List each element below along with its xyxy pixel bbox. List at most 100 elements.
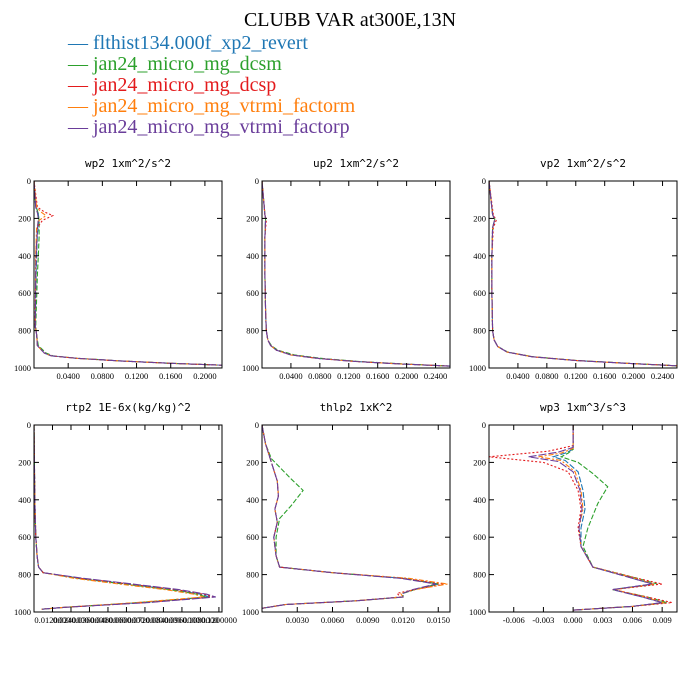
series-line-1 [34,181,222,366]
panel-4: rtp2 1E-6x(kg/kg)^2 0 200 400 600 800 10000.01… [14,401,237,625]
panel-title: up2 1xm^2/s^2 [313,157,399,170]
series-line-4 [489,181,677,367]
y-tick-label: 1000 [242,363,259,373]
legend-dash: — [67,95,93,117]
x-tick-label: 0.0090 [356,615,379,625]
y-tick-label: 800 [18,326,31,336]
series-line-1 [34,425,210,610]
y-tick-label: 600 [18,532,31,542]
series-line-5 [489,181,677,367]
y-tick-label: 1000 [14,607,31,617]
y-tick-label: 600 [473,532,486,542]
series-line-1 [262,181,450,367]
legend-dash: — [67,116,93,138]
y-tick-label: 200 [473,457,486,467]
y-tick-label: 1000 [469,363,486,373]
y-tick-label: 200 [18,213,31,223]
x-tick-label: 0.006 [623,615,642,625]
series-line-4 [34,181,222,366]
y-tick-label: 0 [255,420,259,430]
y-tick-label: 1000 [469,607,486,617]
panel-title: wp3 1xm^3/s^3 [540,401,626,414]
legend-entry-0: — flthist134.000f_xp2_revert [67,32,308,54]
x-tick-label: 0.0240000 [53,615,89,625]
legend-item: — jan24_micro_mg_vtrmi_factorm [67,95,356,117]
y-tick-label: 400 [18,495,31,505]
x-tick-label: 0.1200 [564,371,587,381]
series-line-3 [34,181,222,366]
legend: — flthist134.000f_xp2_revert — jan24_mic… [67,32,356,138]
series-line-5 [262,181,450,367]
panel-1: wp2 1xm^2/s^2 0 200 400 600 800 1000 0.0400 0.08… [14,157,223,381]
x-tick-label: 0.2000 [395,371,418,381]
legend-label: jan24_micro_mg_vtrmi_factorm [92,95,356,117]
series-line-2 [489,181,677,367]
plot-frame [33,424,223,613]
plot-frame [261,180,451,369]
x-tick-label: 0.2000 [193,371,216,381]
y-tick-label: 600 [246,532,259,542]
series-line-4 [262,181,450,367]
y-tick-label: 800 [473,326,486,336]
x-tick-label: 0.0030 [286,615,309,625]
y-tick-label: 0 [482,420,486,430]
x-tick-label: 0.0800 [535,371,558,381]
plot-frame [488,424,678,613]
legend-dash: — [67,32,93,54]
y-tick-label: 200 [246,457,259,467]
y-tick-label: 800 [18,570,31,580]
x-tick-label: 0.2400 [424,371,447,381]
legend-item: — jan24_micro_mg_dcsp [67,74,276,96]
y-tick-label: 400 [246,495,259,505]
y-tick-label: 600 [246,288,259,298]
series-line-5 [262,425,437,609]
legend-dash: — [67,74,93,96]
x-tick-label: 0.003 [593,615,612,625]
y-tick-label: 0 [27,176,31,186]
legend-entry-4: — jan24_micro_mg_vtrmi_factorp [67,116,350,138]
x-tick-label: 0.1600 [159,371,182,381]
x-tick-label: 0.0150 [427,615,450,625]
x-tick-label: 0.0960000 [164,615,200,625]
legend-label: jan24_micro_mg_vtrmi_factorp [92,116,350,138]
panel-title: thlp2 1xK^2 [320,401,393,414]
y-tick-label: 800 [246,326,259,336]
series-line-5 [34,425,216,610]
x-tick-label: 0.0480000 [90,615,126,625]
x-tick-label: 0.0840000 [145,615,181,625]
y-tick-label: 400 [473,495,486,505]
x-tick-label: -0.006 [503,615,525,625]
panel-6: wp3 1xm^3/s^3 0 200 400 600 800 1000 -0.006 -0.0… [469,401,678,625]
series-line-3 [489,425,673,611]
x-tick-label: 0.009 [653,615,672,625]
plot-frame [261,424,451,613]
y-tick-label: 200 [246,213,259,223]
y-tick-label: 800 [246,570,259,580]
x-tick-label: 0.0720000 [127,615,163,625]
x-tick-label: 0.0400 [506,371,529,381]
legend-item: — jan24_micro_mg_dcsm [67,53,282,75]
y-tick-label: 0 [482,176,486,186]
series-line-1 [489,181,677,367]
series-line-2 [34,425,207,610]
series-line-2 [262,425,439,609]
legend-label: jan24_micro_mg_dcsm [92,53,282,75]
x-tick-label: 0.0600000 [108,615,144,625]
panel-2: up2 1xm^2/s^2 0 200 400 600 800 1000 0.0400 0.08… [242,157,451,381]
x-tick-label: 0.000 [564,615,583,625]
x-tick-label: 0.2000 [622,371,645,381]
x-tick-label: 0.1600 [366,371,389,381]
series-line-5 [34,181,222,366]
series-line-4 [262,425,448,609]
legend-entry-2: — jan24_micro_mg_dcsp [67,74,276,96]
x-tick-label: 0.2400 [651,371,674,381]
x-tick-label: 0.0360000 [71,615,107,625]
x-tick-label: 0.0120000 [34,615,70,625]
legend-item: — flthist134.000f_xp2_revert [67,32,308,54]
y-tick-label: 600 [473,288,486,298]
legend-dash: — [67,53,93,75]
series-line-2 [262,181,450,367]
y-tick-label: 0 [27,420,31,430]
plot-frame [33,180,223,369]
